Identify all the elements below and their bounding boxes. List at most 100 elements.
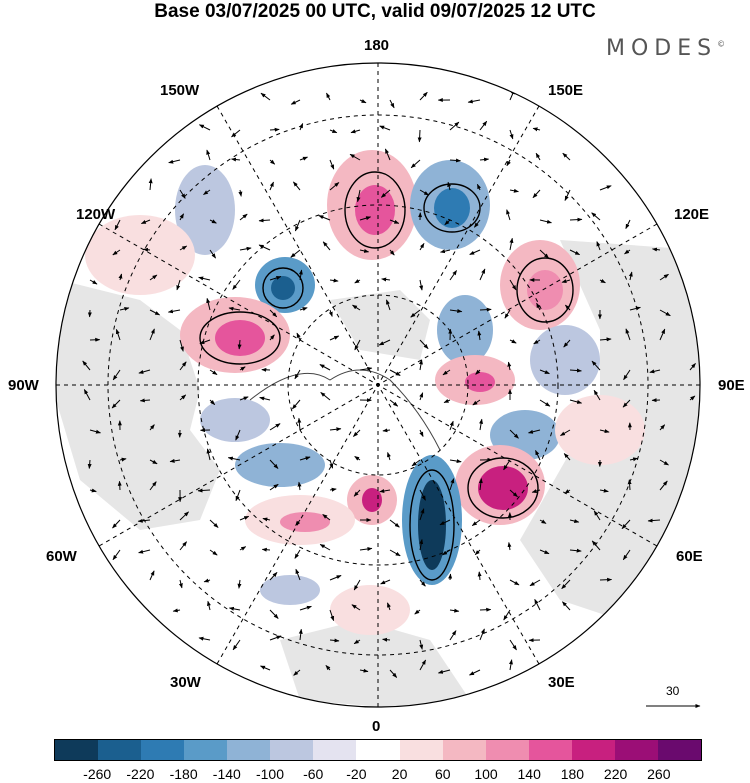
wind-vector bbox=[389, 399, 399, 407]
colorbar-tick-label: -260 bbox=[83, 766, 112, 782]
wind-vector bbox=[294, 369, 301, 380]
wind-vector bbox=[469, 249, 481, 255]
wind-vector bbox=[478, 478, 483, 491]
wind-vector bbox=[322, 514, 331, 521]
wind-vector bbox=[359, 99, 367, 104]
wind-vector bbox=[197, 488, 211, 493]
wind-vector bbox=[539, 249, 549, 259]
wind-vector bbox=[471, 519, 481, 527]
wind-vector bbox=[269, 309, 278, 318]
wind-vector bbox=[419, 659, 427, 671]
lon-label-60e: 60E bbox=[676, 548, 703, 565]
wind-vector bbox=[476, 183, 482, 191]
wind-vector bbox=[112, 549, 121, 561]
wind-vector bbox=[352, 304, 361, 311]
wind-vector bbox=[532, 127, 541, 132]
wind-vector bbox=[472, 399, 481, 406]
wind-vector bbox=[149, 328, 155, 341]
wind-vector bbox=[179, 339, 184, 352]
wind-vector bbox=[179, 213, 185, 221]
wind-vector bbox=[622, 399, 631, 408]
wind-vector bbox=[539, 399, 551, 407]
colorbar-swatch bbox=[528, 740, 572, 760]
wind-vector bbox=[149, 481, 157, 491]
wind-vector bbox=[410, 309, 421, 318]
wind-vector bbox=[260, 92, 271, 101]
colorbar-swatch bbox=[485, 740, 529, 760]
wind-vector bbox=[563, 453, 571, 461]
wind-vector bbox=[231, 129, 241, 138]
wind-vector bbox=[564, 189, 571, 201]
page-title: Base 03/07/2025 00 UTC, valid 09/07/2025… bbox=[154, 1, 596, 22]
wind-vector bbox=[479, 157, 490, 162]
wind-vector bbox=[419, 189, 430, 196]
colorbar-tick-label: 60 bbox=[435, 766, 451, 782]
wind-vector bbox=[419, 279, 424, 291]
wind-vector bbox=[325, 665, 331, 671]
wind-vector bbox=[319, 364, 331, 371]
wind-vector bbox=[449, 158, 461, 163]
wind-vector bbox=[419, 579, 426, 587]
colorbar-swatch bbox=[614, 740, 658, 760]
wind-vector bbox=[140, 219, 151, 225]
wind-vector bbox=[569, 519, 580, 524]
wind-vector bbox=[356, 189, 361, 203]
colorbar-tick-label: -180 bbox=[169, 766, 198, 782]
colorbar-swatch bbox=[227, 740, 271, 760]
wind-vector bbox=[528, 429, 541, 434]
wind-vector bbox=[507, 361, 512, 371]
wind-vector bbox=[290, 99, 301, 105]
wind-vector bbox=[206, 448, 211, 461]
wind-vector bbox=[350, 129, 361, 134]
wind-vector bbox=[627, 479, 632, 491]
wind-vector bbox=[593, 389, 601, 401]
wind-vector bbox=[561, 279, 571, 283]
wind-vector bbox=[299, 123, 304, 131]
wind-vector bbox=[389, 369, 401, 376]
wind-vector bbox=[419, 489, 426, 501]
wind-vector bbox=[389, 99, 395, 109]
wind-vector bbox=[359, 668, 369, 673]
wind-vector bbox=[624, 249, 631, 255]
wind-vector bbox=[209, 219, 217, 224]
wind-vector bbox=[659, 328, 666, 341]
wind-vector bbox=[114, 219, 121, 231]
wind-vector bbox=[535, 449, 541, 461]
wind-vector bbox=[239, 396, 249, 401]
wind-vector bbox=[440, 249, 451, 254]
wind-vector bbox=[259, 396, 271, 401]
wind-vector bbox=[269, 635, 282, 641]
colorbar-tick-label: 220 bbox=[603, 766, 628, 782]
wind-vector bbox=[119, 306, 130, 311]
wind-vector bbox=[111, 399, 121, 409]
wind-vector bbox=[419, 339, 429, 349]
wind-vector bbox=[531, 489, 541, 493]
lon-label-bottom: 0 bbox=[372, 718, 381, 735]
wind-vector bbox=[82, 360, 91, 371]
map-boundary bbox=[55, 62, 701, 708]
wind-vector bbox=[689, 363, 696, 371]
wind-vector bbox=[419, 242, 425, 251]
wind-vector bbox=[169, 458, 181, 463]
wind-vector bbox=[329, 427, 342, 432]
wind-vector bbox=[148, 178, 153, 191]
wind-vector bbox=[593, 510, 601, 521]
wind-vector bbox=[474, 219, 481, 228]
colorbar-swatch bbox=[571, 740, 615, 760]
wind-vector bbox=[419, 91, 428, 101]
wind-vector bbox=[689, 395, 696, 401]
wind-vector bbox=[596, 241, 601, 251]
wind-vector bbox=[479, 307, 492, 312]
wind-vector bbox=[231, 157, 241, 162]
colorbar-swatch bbox=[313, 740, 357, 760]
wind-vector bbox=[449, 121, 460, 131]
wind-vector bbox=[382, 637, 391, 642]
wind-vector bbox=[299, 156, 308, 161]
colorbar-tick-label: -220 bbox=[126, 766, 155, 782]
wind-vector bbox=[503, 459, 511, 471]
wind-vector bbox=[629, 457, 639, 462]
wind-vector bbox=[179, 245, 188, 251]
wind-vector bbox=[599, 278, 606, 284]
colorbar-tick-label: 100 bbox=[474, 766, 498, 782]
wind-vector bbox=[329, 129, 338, 134]
